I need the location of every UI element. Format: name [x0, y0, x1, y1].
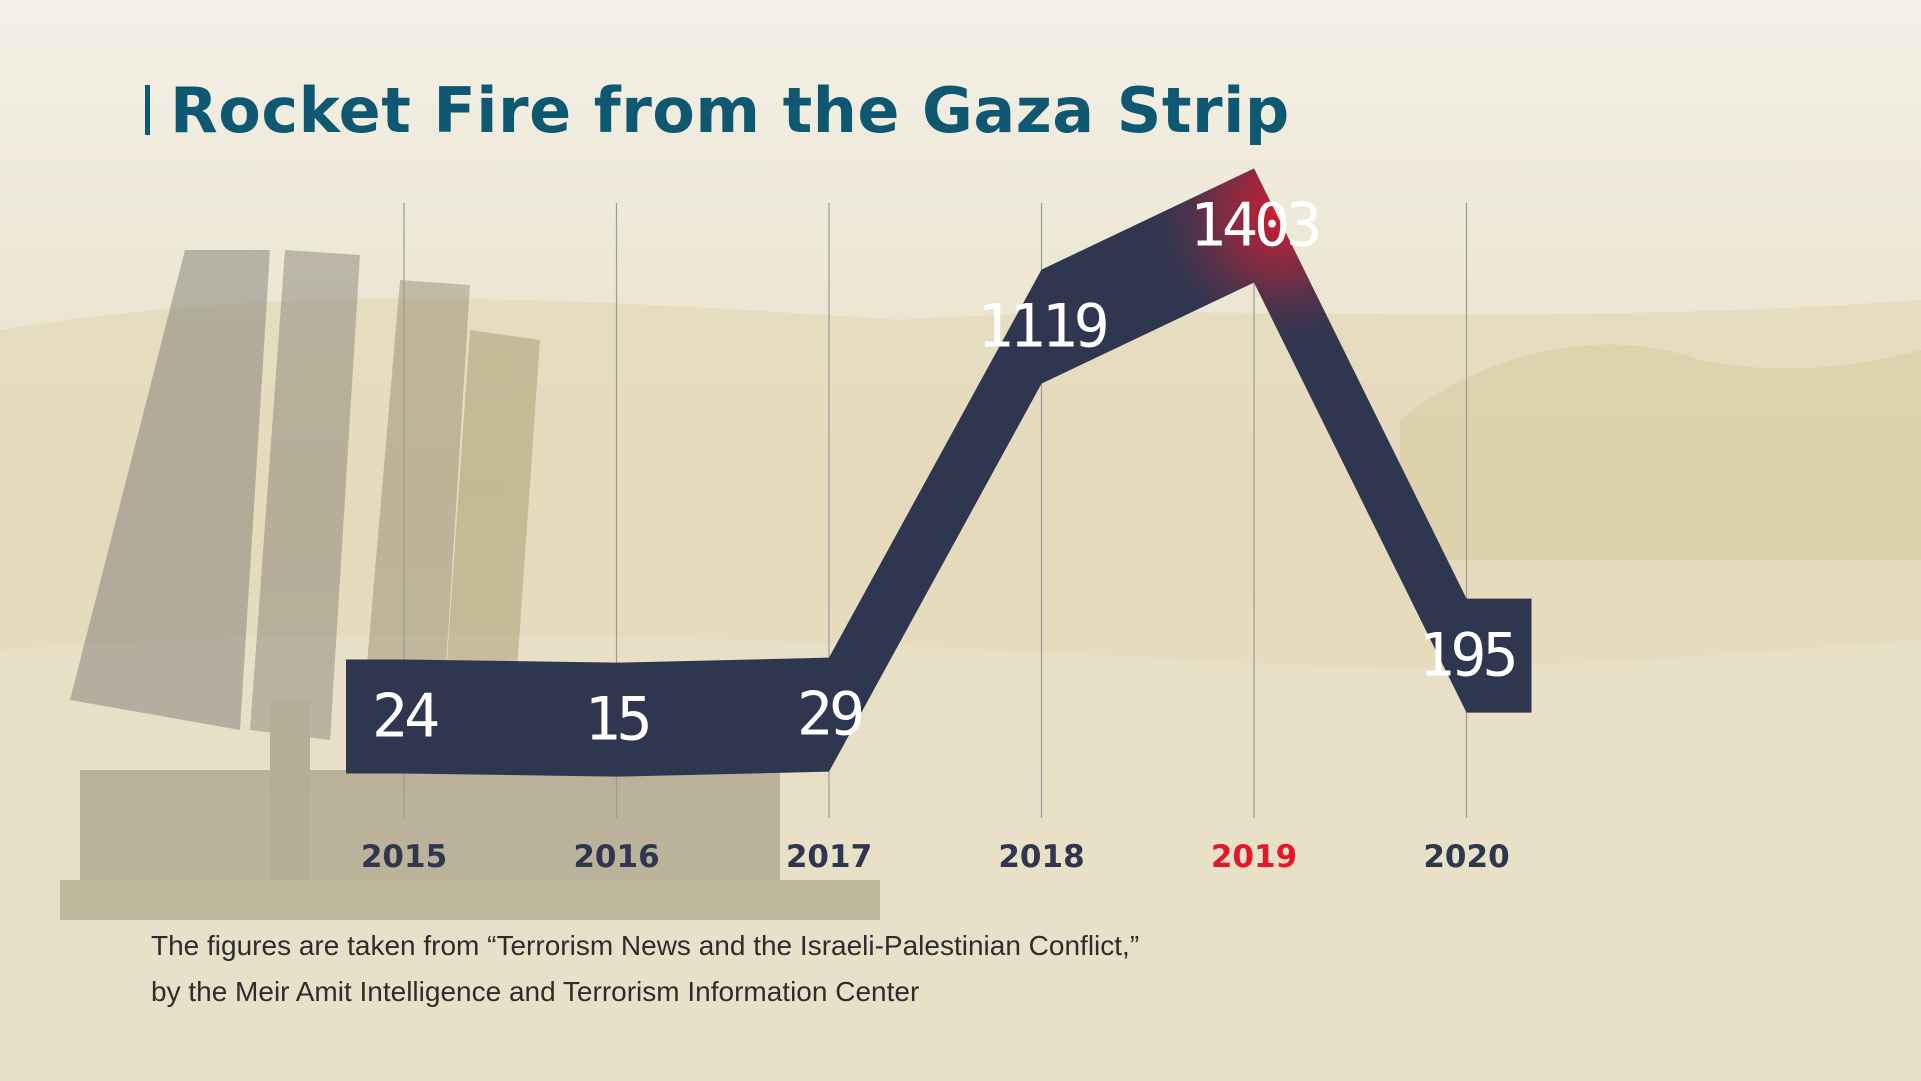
x-tick-label-2019: 2019 [1211, 839, 1297, 875]
value-label-2015: 24 [372, 681, 438, 751]
x-tick-label-2018: 2018 [998, 839, 1084, 875]
launcher-silhouette [60, 250, 880, 920]
chart-title: Rocket Fire from the Gaza Strip [170, 73, 1290, 147]
value-label-2017: 29 [797, 680, 862, 750]
value-label-2019: 1403 [1190, 191, 1319, 261]
peak-highlight-glow [346, 168, 1532, 777]
x-tick-label-2017: 2017 [786, 839, 872, 875]
x-tick-label-2020: 2020 [1423, 839, 1509, 875]
x-tick-label-2016: 2016 [573, 839, 659, 875]
source-caption-line-1: The figures are taken from “Terrorism Ne… [151, 930, 1140, 961]
value-label-2016: 15 [584, 685, 648, 755]
x-tick-label-2015: 2015 [361, 839, 447, 875]
value-label-2020: 195 [1418, 621, 1514, 691]
value-label-2018: 1119 [977, 292, 1106, 362]
source-caption-line-2: by the Meir Amit Intelligence and Terror… [151, 976, 920, 1007]
title-accent-bar [145, 85, 150, 135]
title-block: Rocket Fire from the Gaza Strip [145, 70, 1290, 150]
